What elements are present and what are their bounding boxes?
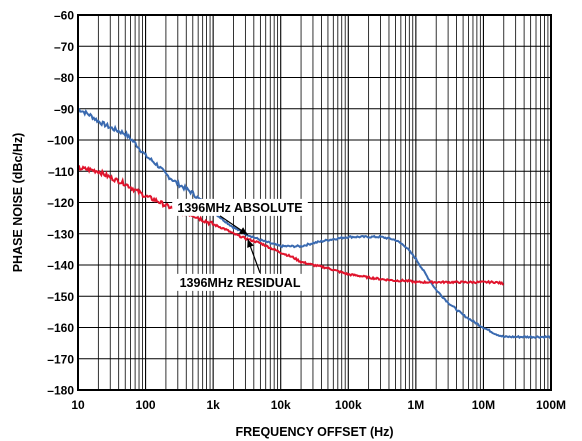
y-tick-label: –80 [54,71,74,85]
annotation-layer: 1396MHz ABSOLUTE 1396MHz RESIDUAL [172,198,308,291]
tick-labels: 10 100 1k 10k 100k 1M 10M 100M –60 –70 –80 –90 –100 –… [47,9,566,413]
series-layer [77,107,552,340]
plot-frame [77,14,552,391]
x-tick-label: 100 [136,398,156,412]
x-tick-label: 100M [536,398,566,412]
annotation-background [172,198,308,216]
y-tick-label: –140 [47,259,74,273]
x-tick-label: 10M [472,398,495,412]
residual-series-line [77,165,504,286]
arrowhead-icon [239,227,248,235]
y-tick-label: –150 [47,290,74,304]
annotation-label: 1396MHz ABSOLUTE [177,201,302,215]
y-tick-label: –170 [47,352,74,366]
y-tick-label: –100 [47,134,74,148]
x-axis-title: FREQUENCY OFFSET (Hz) [235,425,393,439]
y-tick-label: –110 [48,165,74,179]
y-tick-label: –130 [47,227,74,241]
annotation-background [172,273,308,291]
y-tick-label: –60 [54,9,74,23]
y-axis-title: PHASE NOISE (dBc/Hz) [11,133,25,273]
y-tick-label: –120 [47,196,74,210]
x-tick-label: 1k [206,398,220,412]
x-tick-label: 10k [271,398,291,412]
y-tick-label: –180 [47,384,74,398]
absolute-series-line [77,107,552,340]
y-tick-label: –70 [54,40,74,54]
grid [77,14,551,391]
annotation-label: 1396MHz RESIDUAL [180,276,301,290]
arrowhead-icon [247,239,254,248]
x-tick-label: 100k [335,398,362,412]
y-tick-label: –160 [47,321,74,335]
y-tick-label: –90 [54,102,74,116]
x-tick-label: 10 [71,398,85,412]
x-tick-label: 1M [408,398,425,412]
